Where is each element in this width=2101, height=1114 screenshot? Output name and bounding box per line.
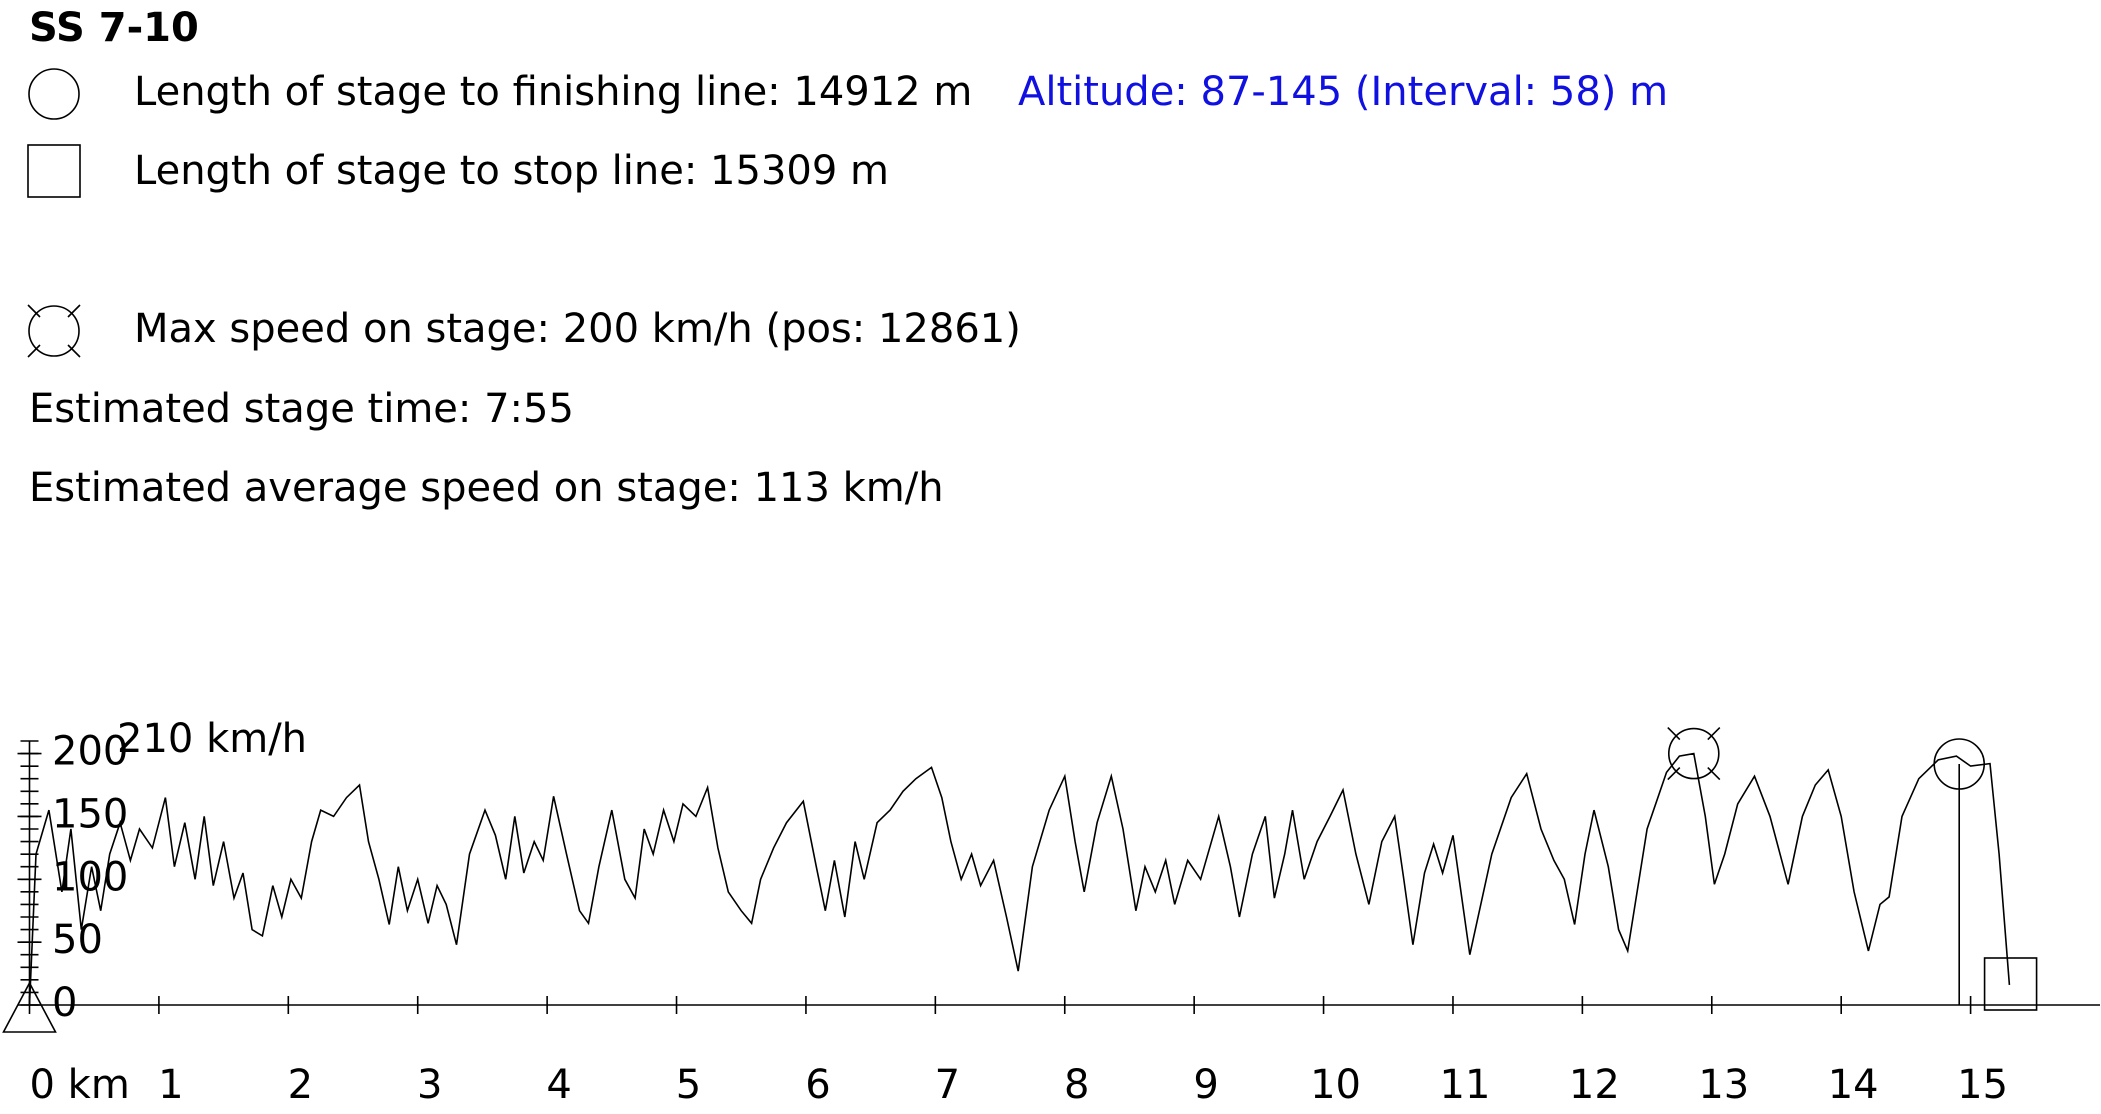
x-tick-label: 3 [417,1062,442,1108]
x-tick-label: 6 [805,1062,830,1108]
finish-icon [28,68,80,120]
x-tick-label: 1 [158,1062,183,1108]
stop-marker [1983,957,2038,1011]
y-tick-label: 150 [52,791,128,837]
stop-icon [27,144,81,198]
x-tick-label: 5 [676,1062,701,1108]
speed-line [28,752,2011,1006]
finish-marker [1933,738,1986,790]
x-tick-label: 8 [1064,1062,1089,1108]
stage-time: Estimated stage time: 7:55 [29,386,574,432]
altitude: Altitude: 87-145 (Interval: 58) m [1018,69,1668,115]
x-tick-label: 0 km [30,1062,130,1108]
x-tick-label: 7 [935,1062,960,1108]
average-speed: Estimated average speed on stage: 113 km… [29,465,944,511]
y-tick-label: 200 [52,729,128,775]
x-tick-label: 15 [1957,1062,2008,1108]
x-tick-label: 4 [546,1062,571,1108]
x-tick-label: 10 [1310,1062,1361,1108]
x-tick-label: 9 [1193,1062,1218,1108]
y-tick-label: 50 [52,917,103,963]
start-marker [2,981,57,1033]
x-tick-label: 12 [1569,1062,1620,1108]
x-tick-label: 2 [288,1062,313,1108]
stage-title: SS 7-10 [29,5,199,51]
y-tick-label: 0 [52,980,77,1026]
x-tick-label: 14 [1828,1062,1879,1108]
x-tick-label: 11 [1440,1062,1491,1108]
max-speed-marker [1667,727,1721,781]
stop-length: Length of stage to stop line: 15309 m [134,148,889,194]
max-speed: Max speed on stage: 200 km/h (pos: 12861… [134,306,1021,352]
max-speed-icon [27,304,81,358]
max-speed-ticks [1667,727,1721,781]
finish-length: Length of stage to finishing line: 14912… [134,69,972,115]
max-speed-circle [1667,727,1720,780]
x-tick-label: 13 [1698,1062,1749,1108]
y-axis-label: 210 km/h [117,716,307,762]
